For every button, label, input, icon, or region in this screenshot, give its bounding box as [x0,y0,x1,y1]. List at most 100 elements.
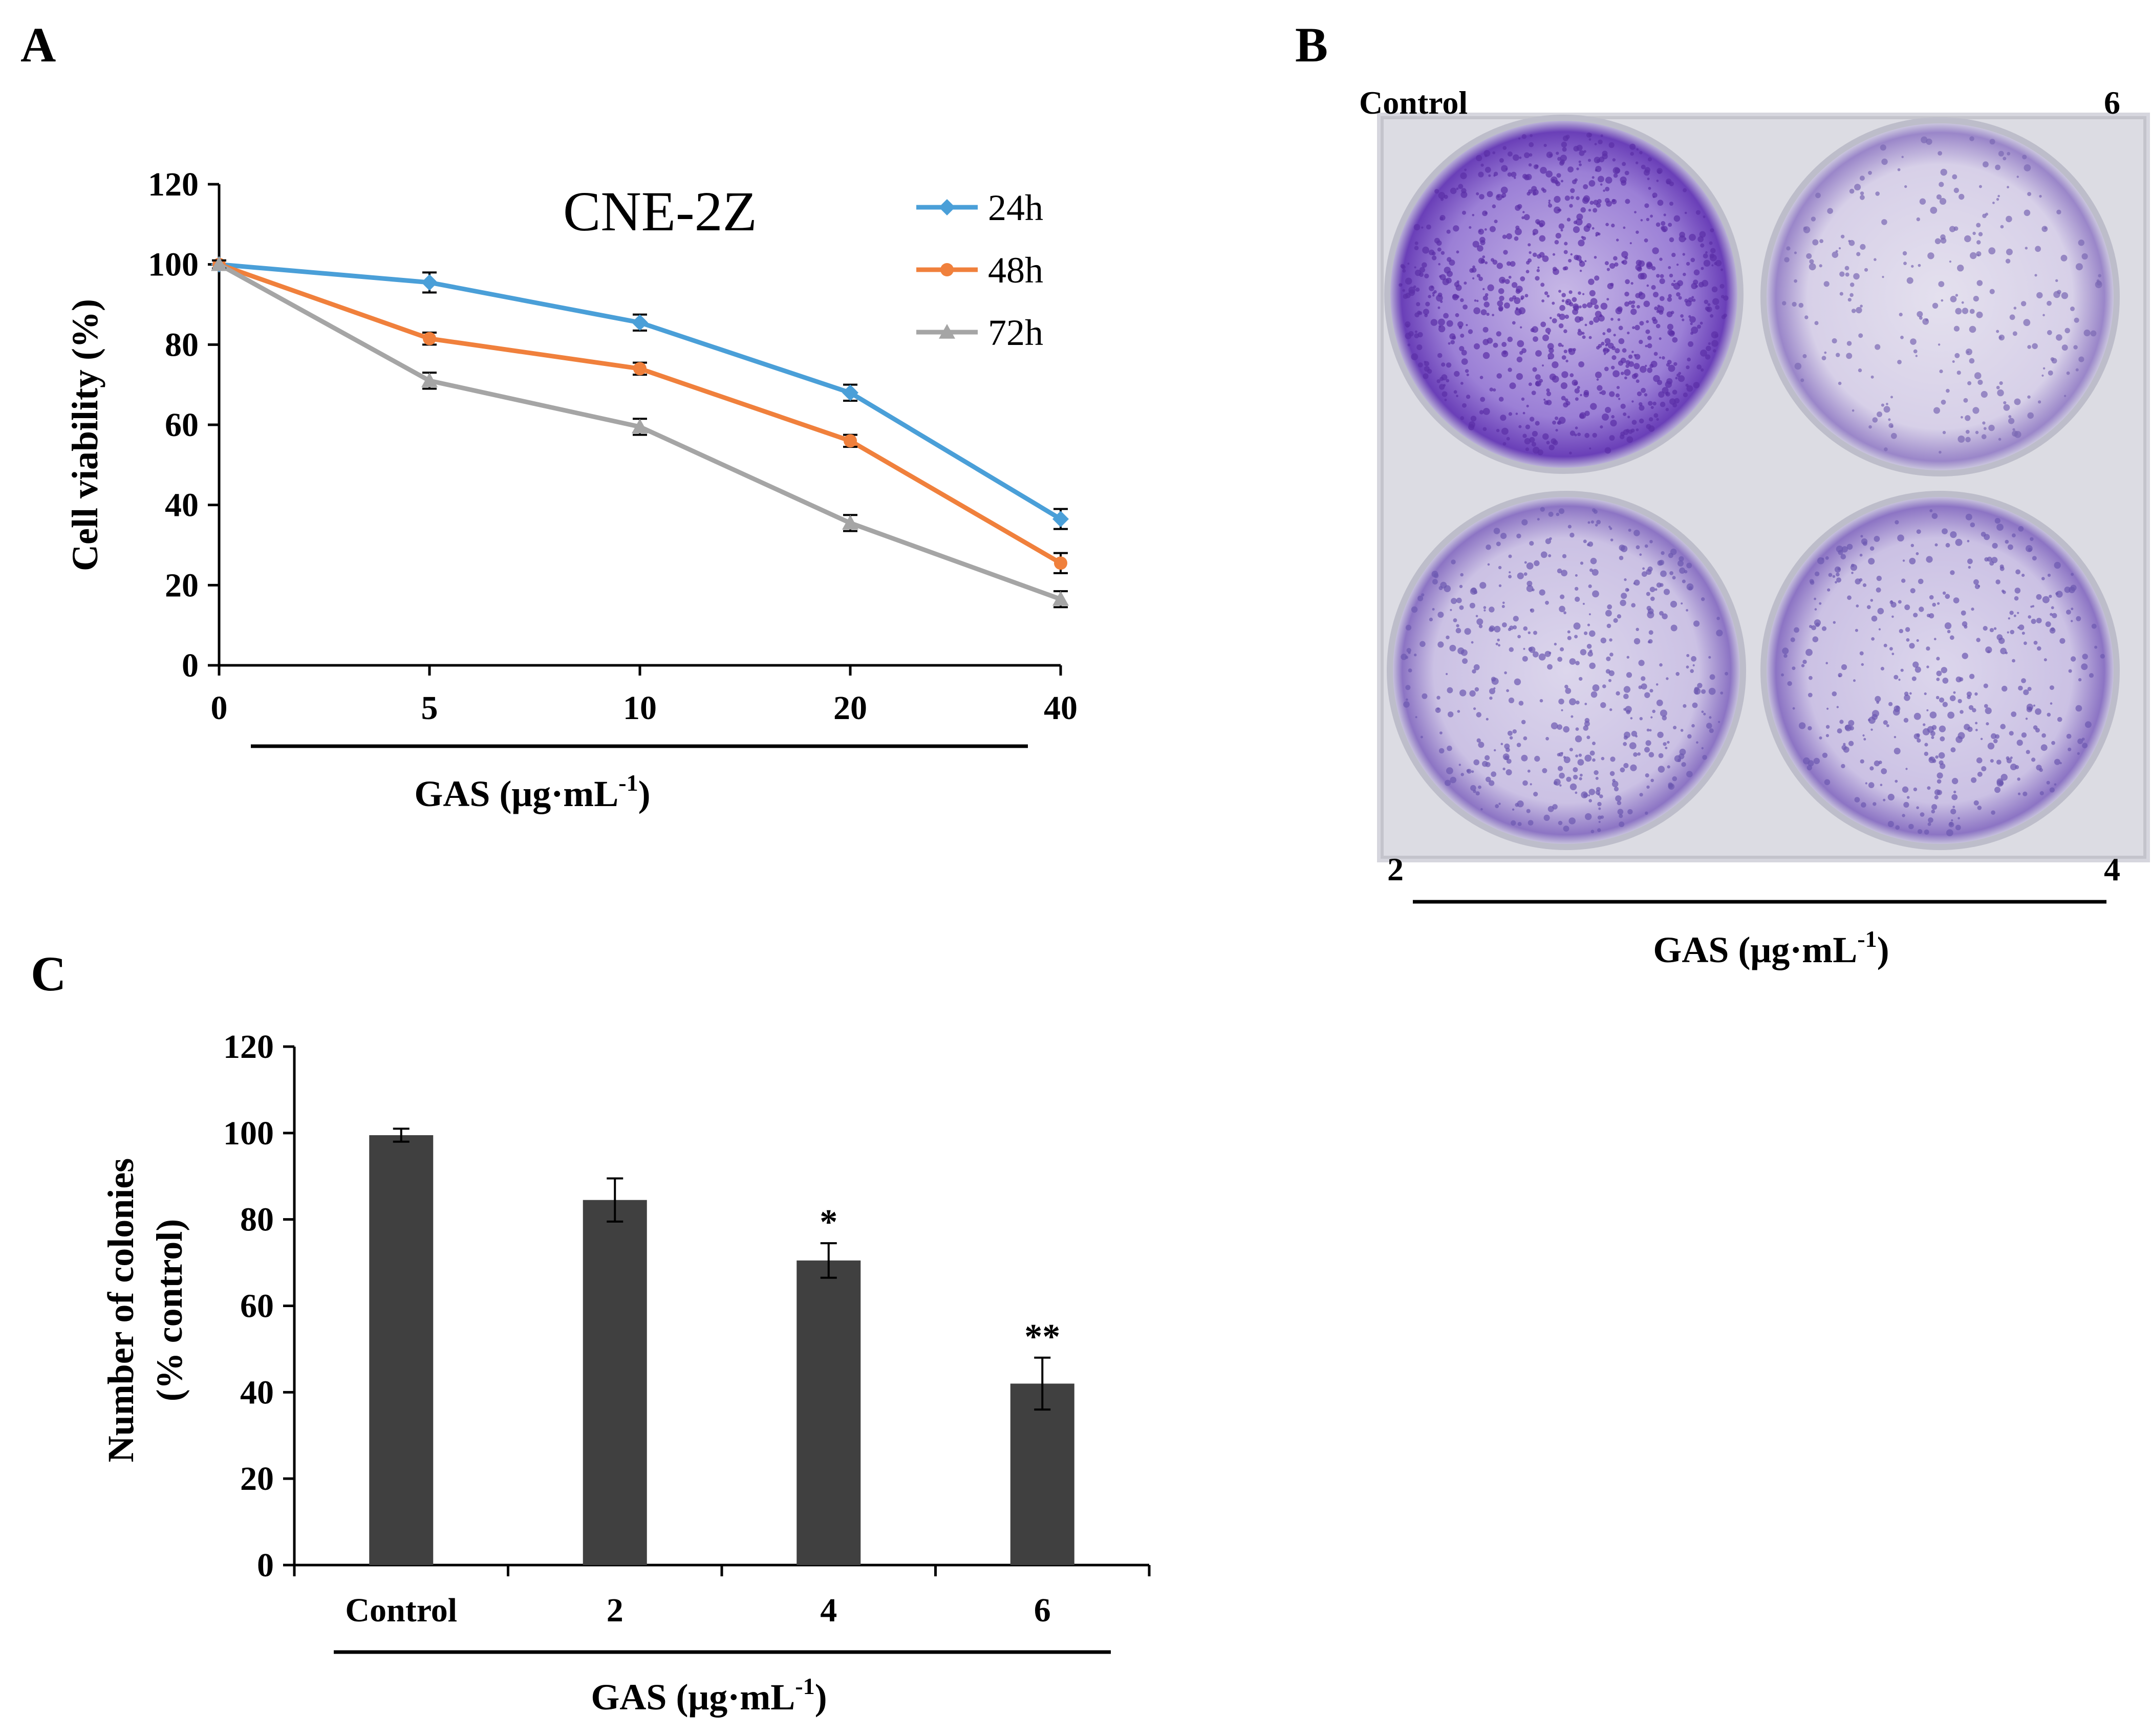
colony-dot [1530,609,1533,612]
chart-a-point-72h [211,256,227,271]
colony-dot [2023,689,2029,696]
colony-dot [2018,624,2025,631]
colony-dot [2035,708,2041,715]
colony-dot [1650,214,1653,218]
colony-dot [1644,692,1650,698]
colony-dot [1590,403,1597,410]
colony-dot [1575,397,1579,401]
colony-dot [1540,507,1545,512]
colony-dot [1826,707,1829,710]
colony-dot [1619,555,1624,560]
colony-dot [1668,364,1675,372]
colony-dot [1924,829,1929,835]
colony-dot [1559,784,1562,787]
colony-dot [1567,525,1572,529]
colony-dot [1521,720,1526,725]
colony-dot [1972,231,1976,235]
colony-dot [1579,777,1582,780]
colony-dot [1525,424,1531,429]
colony-dot [1651,285,1656,290]
colony-dot [1478,276,1483,281]
colony-dot [1511,282,1518,288]
colony-dot [1588,613,1591,616]
colony-dot [1909,692,1912,695]
colony-dot [1861,802,1866,808]
colony-dot [2031,619,2036,624]
colony-dot [1825,725,1830,729]
colony-dot [1855,628,1858,632]
colony-dot [1576,700,1580,705]
colony-dot [1859,651,1864,656]
colony-dot [2030,605,2033,608]
colony-dot [1507,336,1513,342]
colony-dot [1471,587,1477,593]
colony-dot [1958,817,1960,820]
panel-a-letter: A [20,17,56,72]
colony-dot [1927,252,1934,259]
colony-dot [1827,208,1833,214]
colony-dot [1561,570,1568,577]
colony-dot [1508,367,1512,372]
colony-dot [1720,691,1724,695]
colony-dot [1444,399,1447,401]
colony-dot [1824,779,1831,786]
colony-dot [1700,243,1705,248]
colony-dot [1939,450,1942,454]
colony-dot [1705,354,1711,360]
colony-dot [1686,665,1689,669]
colony-dot [1686,365,1690,370]
colony-dot [1650,778,1654,783]
colony-dot [1814,571,1820,577]
colony-dot [1919,606,1924,612]
colony-dot [1612,778,1616,783]
colony-dot [1566,300,1569,303]
colony-dot [1476,299,1479,302]
colony-dot [1524,438,1531,445]
colony-dot [1548,203,1553,208]
colony-dot [1910,588,1916,594]
colony-dot [1561,180,1563,183]
colony-dot [1462,658,1468,664]
colony-dot [1480,163,1484,167]
colony-dot [1592,590,1599,598]
colony-dot [1620,357,1626,363]
colony-dot [1501,192,1507,198]
colony-dot [1563,329,1567,333]
colony-dot [1890,396,1893,399]
colony-dot [1720,268,1724,271]
colony-dot [1913,613,1918,618]
colony-dot [1686,583,1694,591]
colony-dot [1608,142,1615,148]
colony-dot [1476,155,1482,161]
colony-dot [1521,216,1525,220]
colony-dot [1869,546,1875,551]
chart-c-x-tick-label: 6 [1034,1592,1051,1629]
colony-dot [1711,264,1714,267]
plate-label-control: Control [1359,84,1468,121]
colony-dot [1672,337,1678,343]
colony-dot [1595,372,1602,378]
colony-dot [1701,597,1705,601]
colony-dot [1865,782,1867,785]
colony-dot [1861,663,1864,666]
colony-dot [1460,573,1464,577]
colony-dot [1561,293,1566,297]
colony-dot [1590,520,1594,524]
colony-dot [1840,234,1845,238]
colony-dot [1646,785,1650,789]
colony-dot [1703,712,1706,715]
colony-dot [1987,743,1995,750]
colony-dot [1637,752,1641,756]
colony-dot [1633,638,1641,645]
colony-dot [1543,814,1550,821]
colony-dot [1460,773,1464,776]
colony-dot [1594,256,1597,259]
colony-dot [1814,321,1819,326]
colony-dot [1655,683,1659,686]
chart-a-point-72h [421,372,438,387]
colony-dot [1584,631,1588,635]
colony-dot [1663,589,1670,595]
colony-dot [1569,302,1574,307]
colony-dot [1572,309,1579,315]
colony-dot [1641,676,1646,681]
